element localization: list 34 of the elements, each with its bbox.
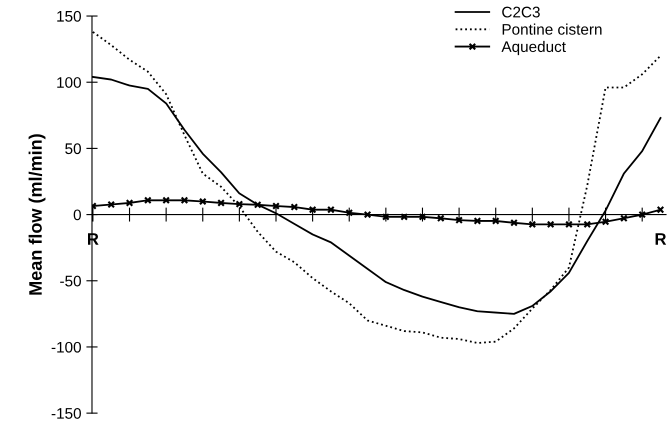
y-tick-label: -150 [52, 408, 81, 419]
y-axis-title: Mean flow (ml/min) [28, 134, 46, 295]
point [254, 200, 262, 209]
y-tick-label: 100 [57, 77, 81, 88]
point [327, 206, 335, 214]
legend-label: Pontine cistern [502, 24, 602, 35]
point [144, 196, 152, 204]
point [162, 196, 170, 204]
point [583, 220, 592, 228]
y-tick-label: -50 [60, 276, 81, 286]
x-tick-label: R [656, 233, 666, 245]
point [364, 210, 372, 218]
point [107, 200, 116, 208]
point [510, 218, 518, 227]
point [528, 220, 536, 228]
point [546, 220, 554, 228]
y-tick-label: 50 [65, 143, 81, 154]
point [198, 198, 207, 206]
point [308, 206, 316, 214]
point [290, 203, 298, 211]
point [345, 208, 354, 217]
point [620, 214, 628, 222]
y-tick-label: 0 [74, 209, 81, 220]
point [436, 214, 445, 222]
point [217, 199, 225, 207]
y-tick-label: -100 [52, 342, 81, 353]
legend-label: Aqueduct [501, 40, 566, 56]
point [474, 217, 482, 225]
y-tick-label: 150 [57, 10, 81, 22]
legend-label: C2C3 [502, 6, 540, 18]
point [400, 213, 408, 221]
point [180, 196, 188, 204]
point [565, 220, 573, 228]
point [638, 210, 646, 218]
